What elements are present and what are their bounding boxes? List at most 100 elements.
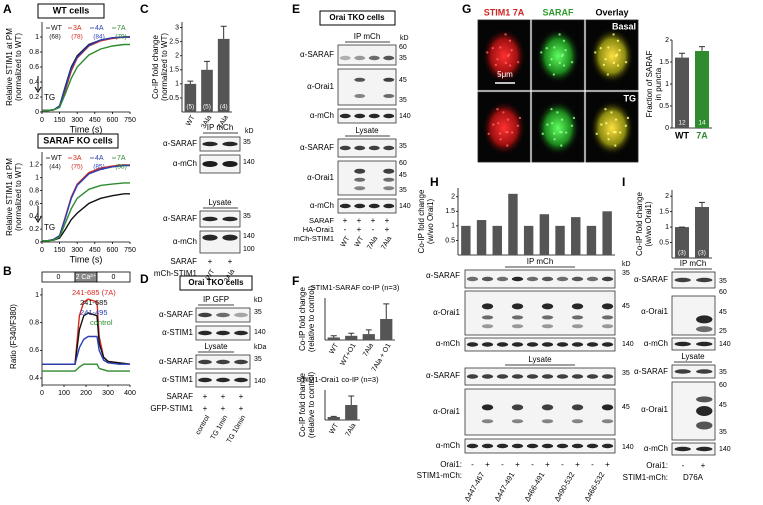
bar xyxy=(539,214,550,255)
category-label: 7A xyxy=(696,130,708,140)
lane-label: Δ447-491 xyxy=(492,470,516,503)
blot-band xyxy=(571,404,584,411)
title-box xyxy=(37,3,105,19)
legend-label: 4A xyxy=(95,155,104,162)
blot-band xyxy=(234,377,248,383)
puncta xyxy=(560,118,564,121)
y-axis-label: in puncta xyxy=(654,67,663,100)
puncta xyxy=(607,138,610,141)
blot-band xyxy=(586,276,599,282)
error-bar xyxy=(679,52,685,58)
label: α-Orai1 xyxy=(307,82,334,91)
bar xyxy=(675,227,689,258)
label: + xyxy=(221,404,226,413)
label: α-mCh xyxy=(644,339,668,348)
blot-band xyxy=(541,342,554,347)
label: + xyxy=(515,460,520,469)
puncta xyxy=(570,60,574,64)
blot-band xyxy=(556,342,569,347)
puncta xyxy=(498,73,502,76)
x-tick-label: 150 xyxy=(54,117,66,124)
blot-band xyxy=(383,77,395,82)
puncta xyxy=(510,49,513,52)
label: 140 xyxy=(719,341,731,348)
blot-band xyxy=(383,186,395,191)
blot-band xyxy=(541,276,554,282)
error-bar xyxy=(348,395,355,405)
blot-band xyxy=(696,446,713,452)
label: 140 xyxy=(243,233,255,240)
panel-letter: G xyxy=(462,2,471,16)
blot-band xyxy=(466,342,479,347)
x-tick-label: 200 xyxy=(80,390,92,397)
label: α-SARAF xyxy=(634,367,668,376)
blot-band xyxy=(198,312,212,318)
label: - xyxy=(531,460,534,469)
puncta xyxy=(507,53,511,56)
blot-band xyxy=(354,203,366,209)
label: HA-Orai1 xyxy=(303,225,334,234)
puncta xyxy=(612,61,615,65)
label: kD xyxy=(245,128,254,135)
blot-band xyxy=(354,168,366,174)
blot-band xyxy=(696,421,713,430)
x-tick-label: 600 xyxy=(107,247,119,254)
annotation: TG xyxy=(44,93,55,102)
y-axis-label: (w/wo Orai1) xyxy=(426,198,435,244)
label: Lysate xyxy=(204,342,228,351)
bar xyxy=(586,225,597,255)
blot-band xyxy=(511,443,524,449)
label: 35 xyxy=(622,270,630,277)
blot-band xyxy=(571,419,584,424)
label: α-SARAF xyxy=(159,357,193,366)
lane-label: 7Ala xyxy=(380,235,393,251)
label: + xyxy=(203,404,208,413)
label: - xyxy=(682,461,685,470)
y-tick-label: 1.2 xyxy=(29,162,39,169)
blot-band xyxy=(696,396,713,403)
legend-count: (78) xyxy=(71,34,83,41)
label: + xyxy=(605,460,610,469)
puncta xyxy=(558,61,561,65)
label: STIM1-mCh: xyxy=(623,473,668,482)
blot xyxy=(671,442,716,456)
label: SARAF xyxy=(170,257,197,266)
category-label: WT xyxy=(675,130,689,140)
label: 45 xyxy=(622,404,630,411)
x-tick-label: 0 xyxy=(40,247,44,254)
blot-band xyxy=(511,315,524,320)
blot-band xyxy=(481,404,494,411)
title-box xyxy=(37,133,119,149)
blot-band xyxy=(222,216,238,222)
puncta xyxy=(552,73,556,76)
y-tick-label: 0.8 xyxy=(29,319,39,326)
label: 35 xyxy=(399,143,407,150)
y-tick-label: 0.2 xyxy=(29,226,39,233)
blot-band xyxy=(481,374,494,379)
puncta xyxy=(614,118,618,121)
blot xyxy=(337,108,397,124)
puncta xyxy=(605,121,608,125)
blot xyxy=(464,269,616,289)
label: Lysate xyxy=(528,355,552,364)
legend-label: WT xyxy=(51,155,63,162)
blot xyxy=(199,136,241,152)
puncta xyxy=(570,124,574,127)
chart-title: STIM1-SARAF co-IP (n=3) xyxy=(311,283,400,292)
blot-band xyxy=(541,324,554,329)
label: + xyxy=(203,392,208,401)
category-label: WT xyxy=(185,114,197,128)
frame xyxy=(179,275,253,291)
puncta xyxy=(626,116,630,120)
blot xyxy=(199,154,241,174)
series-line xyxy=(42,363,130,372)
puncta xyxy=(516,124,520,127)
lane-label: Δ490-532 xyxy=(552,470,576,503)
blot-band xyxy=(526,342,539,347)
x-tick-label: 750 xyxy=(124,117,136,124)
x-tick-label: 150 xyxy=(54,247,66,254)
legend-label: 241-685 (7A) xyxy=(72,288,116,297)
panel-letter: F xyxy=(292,274,299,288)
label: + xyxy=(239,404,244,413)
